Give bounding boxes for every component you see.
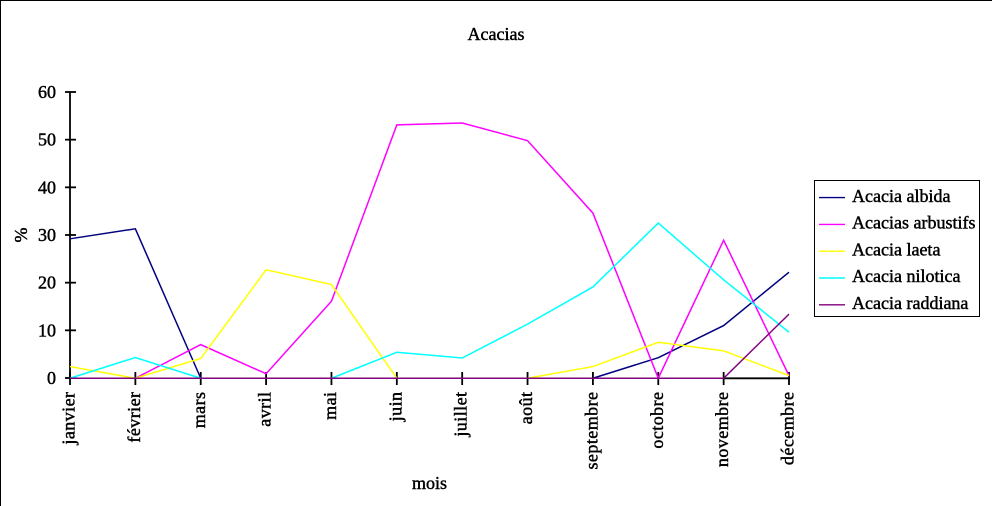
svg-text:octobre: octobre [647, 392, 667, 449]
svg-text:mai: mai [320, 392, 340, 420]
svg-text:40: 40 [38, 177, 56, 197]
svg-text:Acacia raddiana: Acacia raddiana [852, 293, 968, 313]
svg-text:mois: mois [412, 473, 447, 493]
svg-text:Acacias arbustifs: Acacias arbustifs [852, 213, 975, 233]
svg-text:juillet: juillet [451, 392, 471, 438]
svg-text:Acacia albida: Acacia albida [852, 186, 950, 206]
svg-text:mars: mars [189, 392, 209, 429]
svg-text:20: 20 [38, 273, 56, 293]
svg-text:décembre: décembre [778, 392, 798, 466]
svg-text:30: 30 [38, 225, 56, 245]
svg-text:juin: juin [385, 392, 405, 423]
svg-text:Acacia nilotica: Acacia nilotica [852, 266, 960, 286]
svg-text:10: 10 [38, 320, 56, 340]
svg-text:0: 0 [47, 368, 56, 388]
svg-text:février: février [124, 392, 144, 443]
svg-text:avril: avril [255, 392, 275, 427]
svg-text:novembre: novembre [712, 392, 732, 468]
svg-text:Acacias: Acacias [468, 24, 525, 44]
svg-text:septembre: septembre [581, 392, 601, 470]
svg-text:août: août [516, 392, 536, 425]
svg-text:Acacia laeta: Acacia laeta [852, 239, 940, 259]
svg-text:50: 50 [38, 130, 56, 150]
svg-text:janvier: janvier [59, 392, 79, 446]
svg-text:60: 60 [38, 82, 56, 102]
svg-text:%: % [11, 228, 31, 243]
